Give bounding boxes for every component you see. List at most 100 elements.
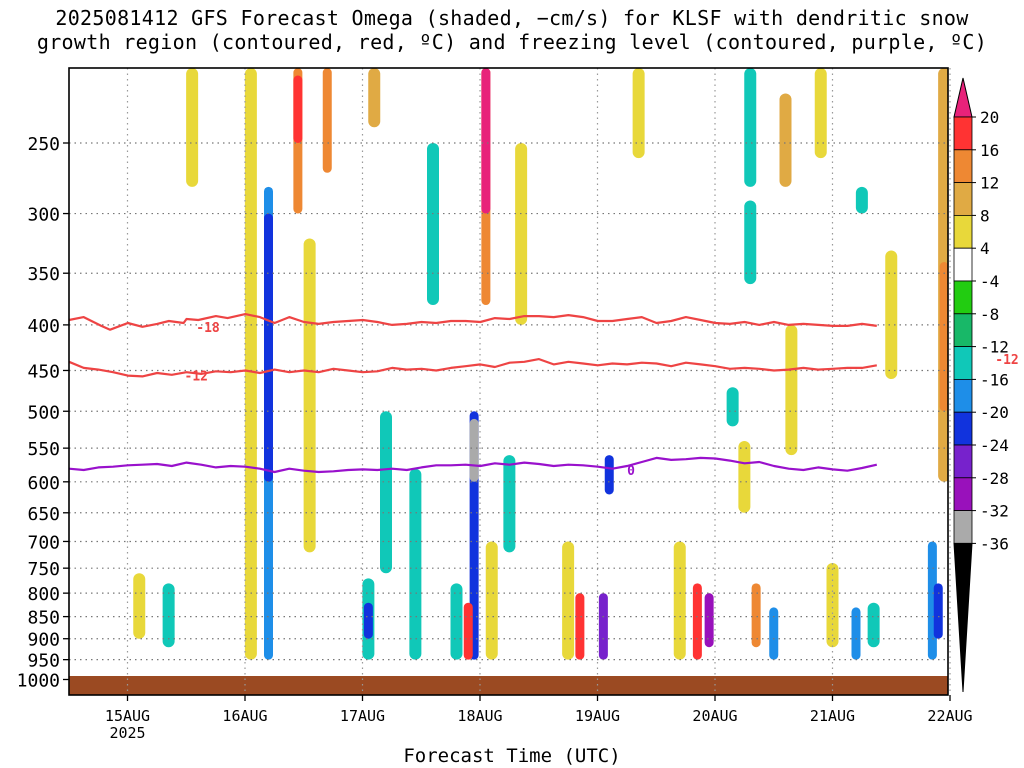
x-tick-label: 22AUG [927, 707, 972, 725]
colorbar-label: -8 [980, 305, 999, 324]
omega-shade-cell [814, 68, 827, 159]
colorbar-label: -36 [980, 534, 1009, 553]
y-tick-label: 650 [27, 504, 60, 525]
omega-shade-cell [726, 387, 739, 427]
y-tick-label: 250 [27, 134, 60, 155]
contour-line-0 [68, 456, 878, 474]
colorbar-segment [953, 182, 973, 216]
plot-frame [68, 67, 949, 696]
omega-shade-cell [503, 455, 516, 553]
omega-shade-cell [744, 200, 757, 285]
omega-shade-cell [692, 583, 702, 660]
omega-shade-cell [704, 593, 714, 648]
colorbar-label: -32 [980, 502, 1009, 521]
omega-shade-cell [939, 261, 948, 412]
omega-shade-cell [769, 607, 779, 660]
colorbar-label: 12 [980, 174, 999, 193]
colorbar-label: 20 [980, 108, 999, 127]
omega-shade-cell [322, 68, 332, 173]
contour-label: -12 [995, 353, 1018, 368]
x-tick-label: 20AUG [692, 707, 737, 725]
omega-shade-cell [363, 602, 373, 639]
y-tick-label: 1000 [17, 671, 60, 692]
omega-shade-cell [744, 68, 757, 187]
omega-shade-cell [244, 68, 257, 660]
omega-shade-cell [933, 583, 943, 639]
colorbar-segment [953, 313, 973, 347]
omega-shade-cell [826, 562, 839, 648]
colorbar-segment [953, 444, 973, 479]
colorbar-segment [953, 149, 973, 184]
colorbar-segment [953, 247, 973, 282]
omega-shade-cell [738, 441, 751, 513]
colorbar-segment [953, 214, 973, 249]
omega-shade-cell [133, 573, 146, 639]
omega-shade-cell [867, 602, 880, 648]
omega-shade-cell [485, 541, 498, 660]
contour-label: -12 [185, 370, 208, 385]
omega-shade-cell [380, 411, 392, 574]
omega-shade-cell [293, 75, 303, 143]
colorbar-label: 4 [980, 239, 990, 258]
colorbar-label: -24 [980, 436, 1009, 455]
omega-shade-cell [469, 418, 479, 482]
x-tick-label: 21AUG [810, 707, 855, 725]
omega-shade-cell [264, 213, 273, 482]
y-tick-label: 800 [27, 584, 60, 605]
omega-shading [133, 68, 948, 660]
x-tick-label: 15AUG [105, 707, 150, 725]
chart-title-line-2: growth region (contoured, red, ºC) and f… [36, 30, 988, 54]
omega-shade-cell [463, 602, 473, 660]
y-tick-label: 900 [27, 630, 60, 651]
omega-shade-cell [855, 186, 868, 214]
omega-shade-cell [604, 455, 614, 495]
omega-shade-cell [515, 143, 528, 325]
omega-shade-cell [751, 583, 761, 648]
y-tick-label: 400 [27, 316, 60, 337]
y-tick-label: 300 [27, 205, 60, 226]
y-tick-label: 450 [27, 361, 60, 382]
omega-shade-cell [673, 541, 686, 660]
x-tick-label: 17AUG [340, 707, 385, 725]
y-tick-label: 950 [27, 651, 60, 672]
x-axis-label: Forecast Time (UTC) [403, 745, 621, 767]
y-tick-label: 850 [27, 608, 60, 629]
colorbar-segment [953, 477, 973, 511]
x-tick-label: 18AUG [457, 707, 502, 725]
x-tick-label: 16AUG [222, 707, 267, 725]
y-tick-label: 600 [27, 473, 60, 494]
chart-title-line-1: 2025081412 GFS Forecast Omega (shaded, −… [55, 6, 969, 30]
omega-shade-cell [162, 583, 175, 648]
contour-line--12 [68, 358, 877, 378]
omega-shade-cell [427, 143, 439, 306]
contour-label: 0 [627, 464, 635, 479]
omega-shade-cell [632, 68, 645, 159]
omega-shade-cell [562, 541, 575, 660]
x-tick-sublabel: 2025 [109, 724, 145, 742]
colorbar-label: -20 [980, 403, 1009, 422]
omega-shade-cell [851, 607, 861, 660]
x-tick-label: 19AUG [575, 707, 620, 725]
omega-shade-cell [785, 324, 798, 456]
omega-shade-cell [885, 250, 898, 379]
colorbar-segment [953, 510, 973, 544]
omega-shade-cell [303, 238, 316, 553]
omega-shade-cell [450, 583, 463, 660]
plot-area [69, 68, 948, 695]
omega-shade-cell [481, 68, 491, 214]
y-tick-label: 350 [27, 264, 60, 285]
colorbar-label: -28 [980, 469, 1009, 488]
y-tick-label: 550 [27, 439, 60, 460]
colorbar-label: -16 [980, 370, 1009, 389]
colorbar-segment [953, 346, 973, 380]
y-tick-label: 500 [27, 402, 60, 423]
contour-label: -18 [196, 321, 220, 336]
y-tick-label: 750 [27, 559, 60, 580]
ground-terrain [69, 676, 948, 695]
omega-shade-cell [409, 468, 422, 660]
colorbar-top-arrow [953, 77, 973, 118]
omega-shade-cell [368, 68, 381, 128]
colorbar-label: 8 [980, 206, 990, 225]
colorbar-bottom-arrow [953, 542, 973, 693]
